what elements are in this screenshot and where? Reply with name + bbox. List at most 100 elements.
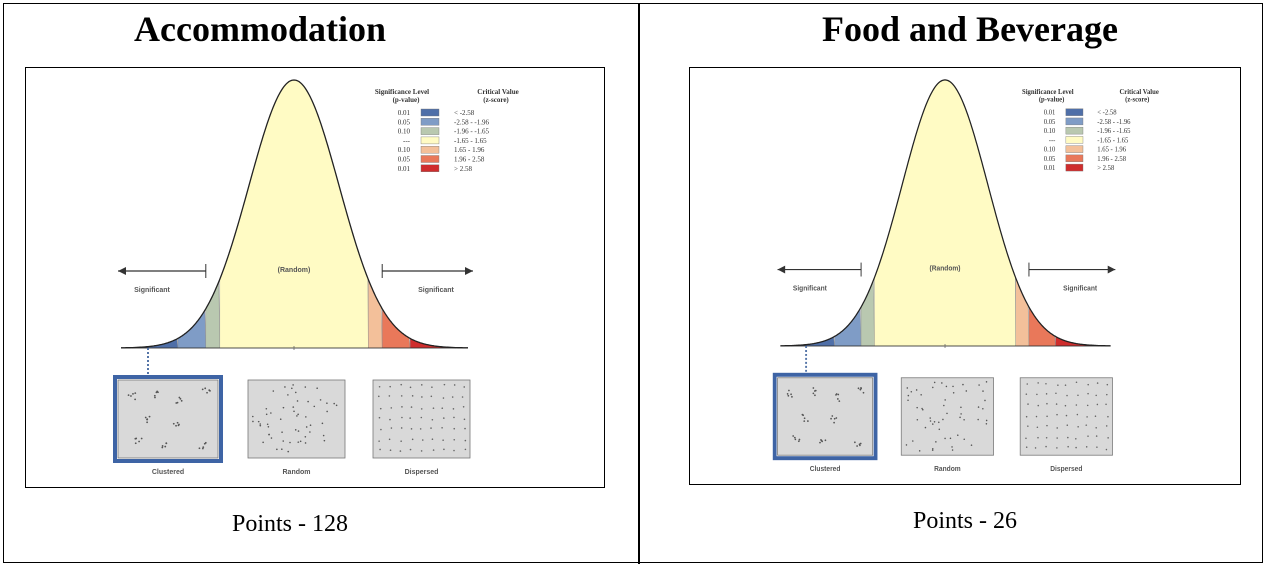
random-dot: [270, 437, 273, 439]
cluster-dot: [176, 401, 179, 404]
random-dot: [284, 386, 286, 388]
cluster-dot: [859, 444, 861, 447]
cluster-dot: [790, 393, 792, 396]
dispersed-dot: [399, 450, 402, 452]
random-dot: [977, 418, 979, 421]
dispersed-dot: [1045, 445, 1047, 448]
dispersed-dot: [1036, 426, 1039, 429]
dispersed-dot: [1037, 382, 1039, 384]
panel-divider: [638, 4, 640, 564]
dispersed-dot: [1096, 382, 1099, 384]
legend-pvalue: 0.01: [398, 109, 411, 117]
random-dot: [931, 449, 934, 451]
random-dot: [942, 418, 944, 421]
random-dot: [252, 420, 254, 423]
random-dot: [304, 435, 307, 438]
random-dot: [299, 440, 302, 443]
random-dot: [259, 423, 262, 425]
cluster-dot: [787, 394, 790, 397]
dispersed-dot: [463, 418, 466, 421]
dispersed-dot: [1064, 384, 1067, 386]
dispersed-dot: [1037, 404, 1040, 407]
dispersed-pattern-box: [1019, 377, 1113, 456]
random-pattern-box: [900, 377, 994, 456]
random-dot: [259, 424, 262, 427]
dispersed-dot: [1086, 416, 1088, 418]
dispersed-dot: [1087, 435, 1089, 437]
legend-pvalue: 0.10: [398, 128, 411, 136]
legend-pvalue: 0.05: [1044, 119, 1056, 126]
legend-header-significance: Significance Level: [375, 88, 429, 96]
dispersed-dot: [1075, 438, 1077, 440]
dispersed-dot: [451, 396, 454, 398]
legend-header-pvalue: (p-value): [393, 96, 421, 104]
cluster-dot: [164, 445, 167, 448]
random-dot: [943, 404, 945, 407]
dispersed-dot: [409, 417, 411, 419]
random-dot: [265, 413, 268, 416]
dispersed-dot: [1106, 393, 1108, 396]
dispersed-dot: [1086, 404, 1089, 407]
dispersed-pattern-box: [372, 379, 471, 459]
dispersed-dot: [1076, 413, 1079, 416]
dispersed-dot: [430, 427, 432, 429]
dispersed-dot: [389, 385, 391, 388]
random-dot: [265, 407, 268, 410]
random-dot: [319, 399, 322, 401]
clustered-pattern-label: Clustered: [152, 469, 184, 476]
random-dot: [279, 418, 282, 421]
dispersed-dot: [410, 406, 413, 408]
cluster-dot: [165, 442, 168, 445]
random-dot: [922, 408, 924, 411]
panel-title-food-and-beverage: Food and Beverage: [822, 9, 1118, 49]
dispersed-dot: [1065, 414, 1068, 417]
dispersed-dot: [409, 386, 412, 389]
dispersed-dot: [1094, 415, 1097, 418]
dispersed-dot: [463, 386, 466, 388]
dispersed-dot: [442, 417, 445, 419]
dispersed-dot: [388, 395, 391, 397]
random-dot: [292, 406, 295, 408]
cluster-dot: [157, 391, 159, 394]
dispersed-dot: [377, 395, 380, 398]
dispersed-dot: [1085, 446, 1088, 448]
random-dot: [977, 406, 980, 408]
dispersed-dot: [378, 440, 380, 442]
legend-swatch: [420, 155, 440, 163]
legend-zscore: 1.96 - 2.58: [454, 156, 485, 164]
dispersed-dot: [441, 426, 443, 429]
random-dot: [296, 415, 298, 417]
dispersed-dot: [401, 416, 403, 419]
random-dot: [959, 416, 961, 419]
cluster-dot: [206, 391, 208, 394]
random-dot: [915, 389, 918, 391]
dispersed-dot: [379, 448, 381, 451]
legend-swatch: [1065, 117, 1084, 126]
random-dot: [970, 444, 973, 446]
region-p010-high: [1015, 277, 1030, 347]
normal-curve: [121, 79, 468, 349]
dispersed-dot: [431, 438, 434, 441]
legend-pvalue: 0.05: [1044, 156, 1056, 163]
legend-pvalue: ---: [403, 137, 411, 145]
dispersed-dot: [1046, 424, 1048, 427]
dispersed-dot: [378, 416, 381, 419]
cluster-dot: [155, 391, 158, 394]
random-dot: [933, 421, 936, 423]
dispersed-dot: [390, 407, 393, 409]
dispersed-dot: [1057, 384, 1059, 386]
dispersed-dot: [421, 439, 424, 441]
dispersed-dot: [1095, 394, 1097, 397]
legend-zscore: -2.58 - -1.96: [454, 118, 489, 126]
random-dot: [268, 433, 270, 436]
dispersed-dot: [409, 448, 412, 451]
legend-zscore: 1.96 - 2.58: [1097, 156, 1126, 163]
cluster-dot: [178, 423, 180, 426]
random-dot: [933, 381, 936, 384]
cluster-dot: [161, 445, 164, 447]
cluster-dot: [153, 394, 156, 397]
normal-curve: [780, 79, 1111, 347]
cluster-dot: [801, 413, 804, 416]
dispersed-dot: [1075, 381, 1078, 384]
significant-right-arrowhead: [1107, 265, 1116, 274]
